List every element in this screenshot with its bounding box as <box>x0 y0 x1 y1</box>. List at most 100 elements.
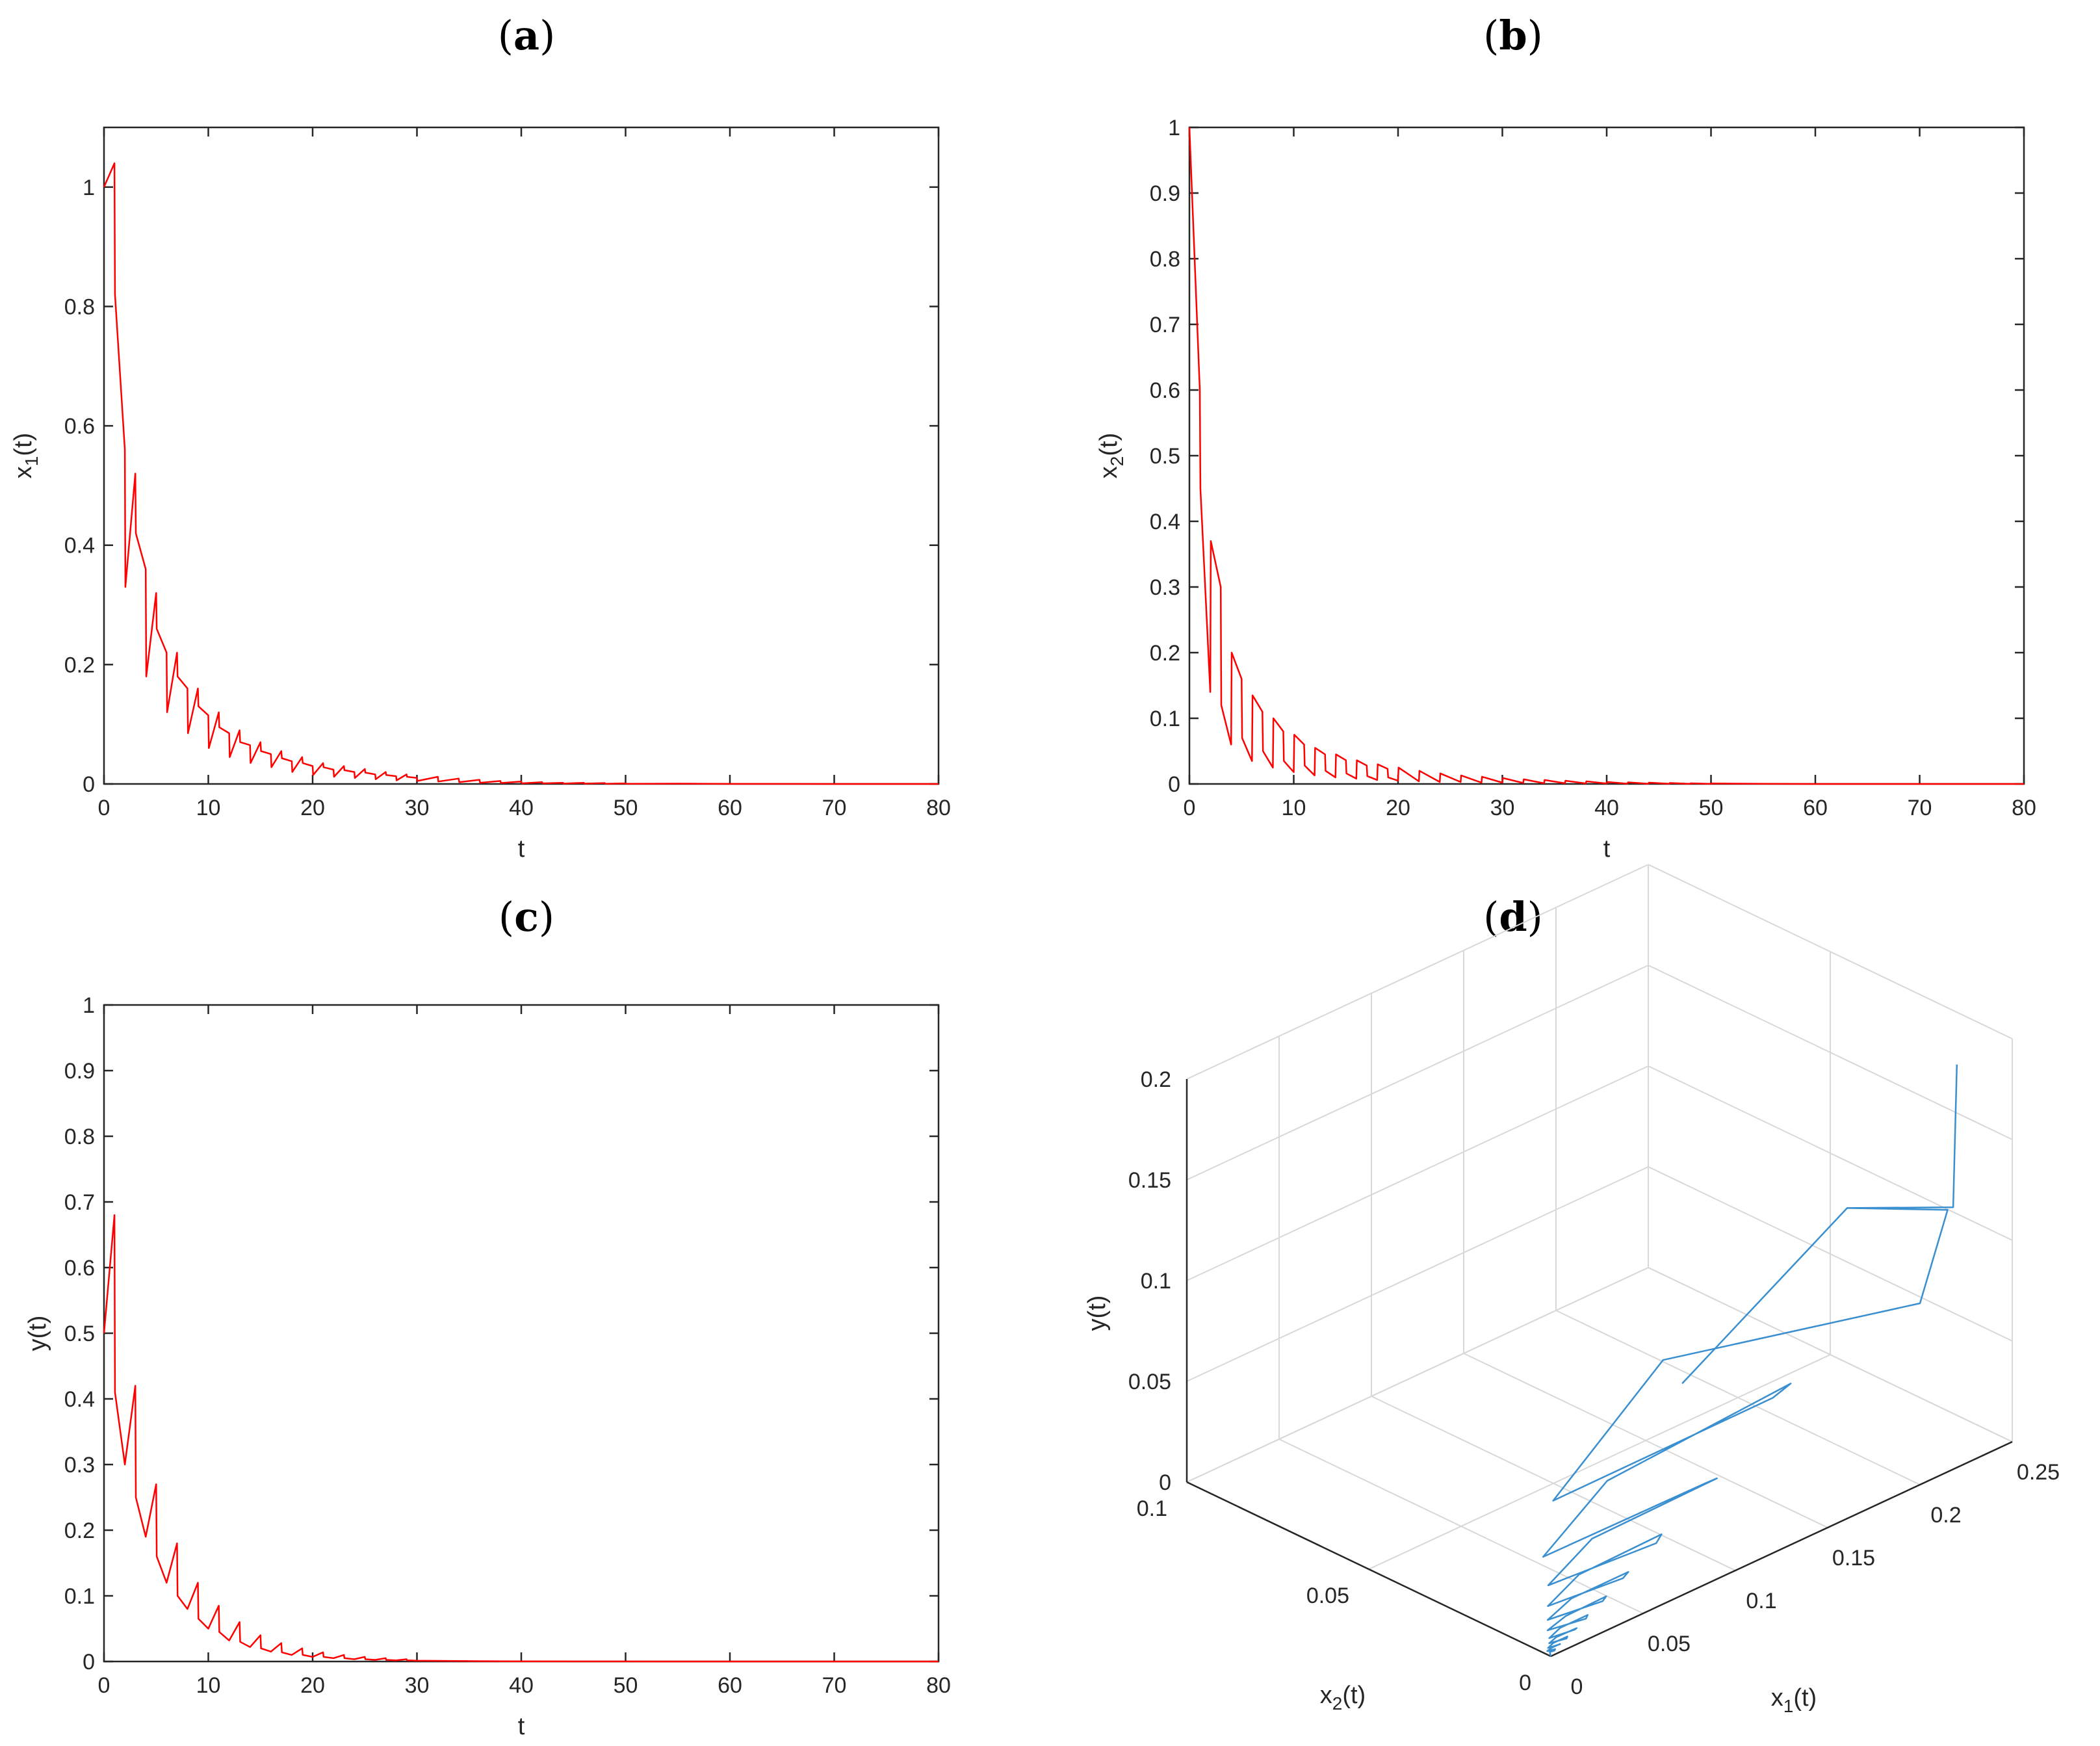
x2-tick-label: 0.05 <box>1306 1583 1349 1608</box>
grid-back-z <box>1186 864 1649 1080</box>
y-tick-label: 0 <box>83 1650 95 1674</box>
panel-c-series-line <box>103 1214 939 1663</box>
x1-tick-label: 0 <box>1571 1674 1583 1699</box>
y-tick-label: 0.3 <box>1150 575 1180 600</box>
x-tick-label: 50 <box>614 1673 638 1698</box>
x-tick-label: 10 <box>1282 796 1306 820</box>
z-tick-label: 0.15 <box>1128 1168 1171 1193</box>
x-tick-label: 30 <box>405 796 430 820</box>
panel-d-x1label: x1(t) <box>1771 1684 1817 1716</box>
y-tick-label: 0.3 <box>64 1453 95 1478</box>
y-tick-label: 0.8 <box>64 294 95 319</box>
y-tick-label: 0.4 <box>64 1387 95 1412</box>
x-tick-label: 0 <box>1184 796 1196 820</box>
panel-c-xticks: 0 10 20 30 40 50 60 70 80 <box>98 1005 951 1698</box>
x-tick-label: 20 <box>1386 796 1410 820</box>
y-tick-label: 0.5 <box>1150 444 1180 469</box>
panel-b-xticks: 0 10 20 30 40 50 60 70 80 <box>1184 127 2036 820</box>
x-tick-label: 30 <box>405 1673 430 1698</box>
grid-back-z <box>1186 965 1649 1180</box>
y-tick-label: 0.8 <box>1150 247 1180 272</box>
y-tick-label: 0 <box>83 772 95 797</box>
axis-x1-line <box>1550 1440 2013 1658</box>
x-tick-label: 60 <box>718 1673 742 1698</box>
y-tick-label: 0.2 <box>64 653 95 677</box>
x-tick-label: 80 <box>2012 796 2036 820</box>
panel-b: (b) 0 10 20 30 40 50 60 70 80 0 0.1 0.2 0.3 0.4 0.5 0.… <box>1095 12 2036 863</box>
x-tick-label: 80 <box>926 796 951 820</box>
panel-a-series-line <box>103 162 939 785</box>
y-tick-label: 0.8 <box>64 1125 95 1149</box>
x1-tick-label: 0.05 <box>1648 1632 1691 1656</box>
panel-d-zlabel: y(t) <box>1083 1296 1111 1331</box>
z-tick-label: 0.2 <box>1141 1067 1171 1092</box>
panel-d: (d) 00.050.10.150.20.2500.050.100.050.10… <box>1083 864 2060 1716</box>
y-tick-label: 0.4 <box>1150 510 1180 534</box>
y-tick-label: 0.5 <box>64 1322 95 1346</box>
z-tick-label: 0 <box>1159 1470 1171 1495</box>
y-tick-label: 0.9 <box>64 1059 95 1084</box>
grid-back-z <box>1186 1166 1649 1382</box>
panel-b-axes-frame <box>1188 126 2025 785</box>
panel-d-x2label: x2(t) <box>1320 1682 1366 1713</box>
x-tick-label: 0 <box>98 1673 110 1698</box>
panel-a: (a) 0 10 20 30 40 50 60 70 80 0 0.2 0.4 0.6 0.8 1 t x… <box>10 12 951 863</box>
x-tick-label: 70 <box>822 796 847 820</box>
panel-d-trajectory <box>1542 1064 1958 1657</box>
panel-d-grid <box>1186 864 2013 1657</box>
x1-tick-label: 0.25 <box>2017 1460 2060 1485</box>
x-tick-label: 40 <box>509 1673 534 1698</box>
y-tick-label: 0.7 <box>1150 313 1180 337</box>
x-tick-label: 10 <box>196 1673 221 1698</box>
grid-side-z <box>1648 1267 2013 1442</box>
panel-b-yticks: 0 0.1 0.2 0.3 0.4 0.5 0.6 0.7 0.8 0.9 1 <box>1150 116 2024 797</box>
x-tick-label: 40 <box>1594 796 1619 820</box>
x-tick-label: 0 <box>98 796 110 820</box>
z-tick-label: 0.1 <box>1141 1269 1171 1294</box>
panel-b-series-line <box>1188 127 2024 785</box>
panel-a-label: (a) <box>498 12 556 59</box>
panel-b-label: (b) <box>1483 12 1543 59</box>
panel-a-yticks: 0 0.2 0.4 0.6 0.8 1 <box>64 176 939 797</box>
x-tick-label: 50 <box>614 796 638 820</box>
x1-tick-label: 0.1 <box>1746 1589 1776 1613</box>
grid-side-z <box>1648 1166 2013 1342</box>
x2-tick-label: 0.1 <box>1137 1496 1167 1521</box>
y-tick-label: 0.7 <box>64 1190 95 1215</box>
y-tick-label: 0.1 <box>64 1584 95 1609</box>
panel-c-label: (c) <box>499 893 554 941</box>
panel-b-ylabel: x2(t) <box>1095 433 1127 478</box>
panel-a-xlabel: t <box>518 835 525 863</box>
panel-c-ylabel: y(t) <box>24 1316 51 1351</box>
x-tick-label: 20 <box>300 796 325 820</box>
x-tick-label: 80 <box>926 1673 951 1698</box>
x1-tick-label: 0.2 <box>1930 1503 1961 1528</box>
x-tick-label: 70 <box>1908 796 1932 820</box>
panel-c-axes-frame <box>103 1004 940 1663</box>
grid-side-z <box>1648 864 2013 1039</box>
x-tick-label: 50 <box>1699 796 1724 820</box>
x1-tick-label: 0.15 <box>1832 1546 1875 1570</box>
grid-side-z <box>1648 965 2013 1140</box>
x-tick-label: 10 <box>196 796 221 820</box>
panel-a-ylabel: x1(t) <box>10 433 42 478</box>
panel-c: (c) 0 10 20 30 40 50 60 70 80 0 0.1 0.2 0.3 0.4 0.5 0.… <box>24 893 951 1740</box>
x-tick-label: 60 <box>718 796 742 820</box>
x-tick-label: 30 <box>1490 796 1515 820</box>
y-tick-label: 0.6 <box>64 1256 95 1281</box>
panel-d-axes <box>1186 1079 2013 1658</box>
y-tick-label: 0.6 <box>1150 378 1180 403</box>
grid-side-z <box>1648 1065 2013 1241</box>
panel-d-label: (d) <box>1483 893 1543 941</box>
y-tick-label: 0.6 <box>64 414 95 439</box>
x-tick-label: 40 <box>509 796 534 820</box>
panel-a-axes-frame <box>103 126 940 785</box>
y-tick-label: 0.1 <box>1150 707 1180 731</box>
panel-c-xlabel: t <box>518 1713 525 1740</box>
y-tick-label: 0.9 <box>1150 181 1180 206</box>
x-tick-label: 20 <box>300 1673 325 1698</box>
y-tick-label: 0.2 <box>64 1518 95 1543</box>
grid-back-z <box>1186 1065 1649 1281</box>
x-tick-label: 70 <box>822 1673 847 1698</box>
y-tick-label: 0.2 <box>1150 641 1180 666</box>
